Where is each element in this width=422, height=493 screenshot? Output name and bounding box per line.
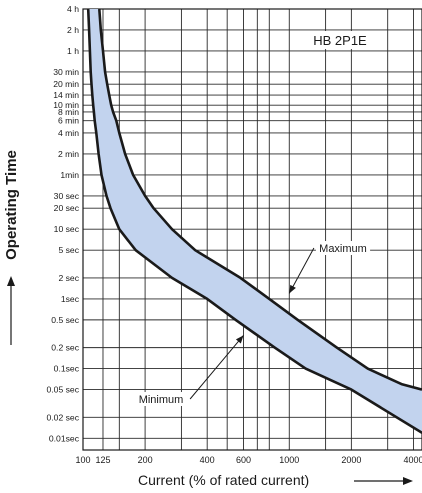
curve-maximum xyxy=(98,8,422,391)
y-tick-label: 0.2 sec xyxy=(51,343,79,353)
y-tick-label: 2 min xyxy=(58,149,79,159)
x-tick-label: 400 xyxy=(200,455,215,465)
x-axis-label: Current (% of rated current) xyxy=(138,472,309,488)
y-tick-label: 10 min xyxy=(53,100,79,110)
y-tick-label: 0.5 sec xyxy=(51,315,79,325)
x-tick-labels: 100 125 200 400 600 1000 2000 4000 xyxy=(75,455,422,465)
y-tick-label: 20 min xyxy=(53,79,79,89)
y-tick-label: 30 sec xyxy=(54,191,80,201)
x-tick-label: 200 xyxy=(138,455,153,465)
y-tick-label: 4 h xyxy=(67,4,79,14)
x-axis-arrow-icon xyxy=(354,477,413,485)
plot-frame xyxy=(82,8,422,451)
y-axis-label: Operating Time xyxy=(3,150,20,260)
y-tick-label: 20 sec xyxy=(54,203,80,213)
y-tick-label: 0.02 sec xyxy=(47,412,80,422)
curve-layer xyxy=(86,8,422,434)
x-tick-label: 1000 xyxy=(279,455,299,465)
y-tick-label: 6 min xyxy=(58,116,79,126)
x-tick-label: 4000 xyxy=(403,455,422,465)
tolerance-band xyxy=(88,9,422,433)
chart-title-box xyxy=(300,31,380,49)
band-layer xyxy=(88,9,422,433)
y-tick-label: 0.05 sec xyxy=(47,385,80,395)
y-tick-label: 30 min xyxy=(53,67,79,77)
curve-minimum xyxy=(86,8,422,434)
y-tick-label: 14 min xyxy=(53,90,79,100)
x-tick-label: 2000 xyxy=(341,455,361,465)
y-tick-label: 2 sec xyxy=(58,273,79,283)
x-tick-label: 125 xyxy=(95,455,110,465)
y-axis-arrow-icon xyxy=(7,276,15,345)
annotation-maximum: Maximum xyxy=(288,241,371,294)
annotation-label: Maximum xyxy=(319,243,367,255)
annotation-label: Minimum xyxy=(139,394,184,406)
y-tick-label: 0.1sec xyxy=(54,364,80,374)
y-tick-label: 8 min xyxy=(58,107,79,117)
annotation-minimum: Minimum xyxy=(133,335,244,406)
annotations: Maximum Minimum xyxy=(133,241,371,406)
x-tick-label: 100 xyxy=(75,455,90,465)
y-tick-label: 2 h xyxy=(67,25,79,35)
x-tick-label: 600 xyxy=(236,455,251,465)
y-tick-label: 10 sec xyxy=(54,224,80,234)
y-tick-label: 1min xyxy=(60,170,79,180)
chart-title: HB 2P1E xyxy=(313,33,367,48)
y-tick-label: 5 sec xyxy=(58,245,79,255)
y-tick-label: 0.01sec xyxy=(49,433,80,443)
y-tick-label: 1 h xyxy=(67,46,79,56)
y-tick-label: 1sec xyxy=(61,294,80,304)
y-tick-label: 4 min xyxy=(58,128,79,138)
